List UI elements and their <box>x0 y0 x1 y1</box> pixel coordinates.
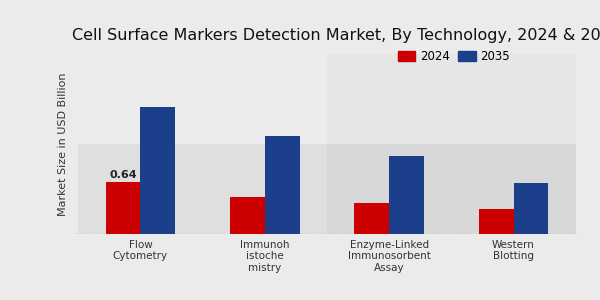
Y-axis label: Market Size in USD Billion: Market Size in USD Billion <box>58 72 68 216</box>
Bar <box>106 182 140 234</box>
Bar <box>389 156 424 234</box>
Bar <box>514 183 548 234</box>
Bar <box>230 197 265 234</box>
Text: Cell Surface Markers Detection Market, By Technology, 2024 & 2035: Cell Surface Markers Detection Market, B… <box>72 28 600 43</box>
Bar <box>479 209 514 234</box>
Bar <box>355 203 389 234</box>
Text: 0.64: 0.64 <box>109 170 137 180</box>
Bar <box>265 136 299 234</box>
Bar <box>140 107 175 234</box>
Legend: 2024, 2035: 2024, 2035 <box>393 46 515 68</box>
